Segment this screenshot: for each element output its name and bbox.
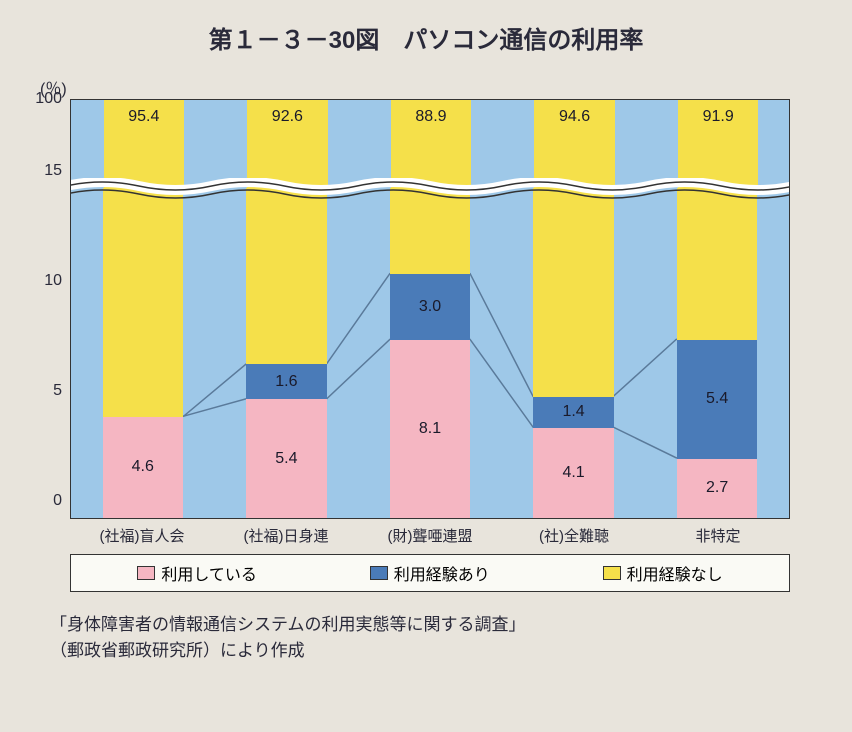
bar-slot: 2.75.4 [667, 188, 768, 518]
y-tick: 15 [44, 162, 62, 180]
bar-slot: 5.41.6 [236, 188, 337, 518]
x-axis-labels: (社福)盲人会 (社福)日身連 (財)聾唖連盟 (社)全難聴非特定 [70, 525, 790, 546]
segment-noexp-upper: 88.9 [391, 100, 471, 190]
segment-noexp-lower [103, 188, 183, 417]
upper-region: 95.4 92.6 88.9 94.6 91.9 [71, 100, 789, 190]
segment-using: 8.1 [390, 340, 470, 518]
chart-title: 第１－３－30図 パソコン通信の利用率 [30, 20, 822, 55]
segment-experienced: 1.6 [246, 364, 326, 399]
bar: 4.11.4 [533, 188, 613, 518]
y-axis: 051015100 [30, 99, 70, 519]
bar-slot: 8.13.0 [380, 188, 481, 518]
segment-noexp-lower [390, 188, 470, 274]
segment-noexp-upper: 95.4 [104, 100, 184, 190]
x-label: (社福)日身連 [221, 525, 351, 546]
x-label: (財)聾唖連盟 [365, 525, 495, 546]
source-line-2: （郵政省郵政研究所）により作成 [50, 638, 822, 664]
segment-using: 5.4 [246, 399, 326, 518]
bar-slot: 4.6 [93, 188, 194, 518]
bar-slot: 4.11.4 [523, 188, 624, 518]
segment-noexp-upper: 94.6 [534, 100, 614, 190]
legend-item-yellow: 利用経験なし [603, 561, 723, 585]
y-tick: 5 [53, 382, 62, 400]
x-label: (社福)盲人会 [77, 525, 207, 546]
bar: 8.13.0 [390, 188, 470, 518]
x-label: (社)全難聴 [509, 525, 639, 546]
segment-noexp-upper: 91.9 [678, 100, 758, 190]
bar: 2.75.4 [677, 188, 757, 518]
segment-noexp-lower [677, 188, 757, 340]
legend-swatch-pink [137, 566, 155, 580]
legend-label-blue: 利用経験あり [394, 561, 490, 585]
segment-experienced: 5.4 [677, 340, 757, 459]
legend-label-pink: 利用している [161, 561, 257, 585]
segment-noexp-upper: 92.6 [247, 100, 327, 190]
source-line-1: 「身体障害者の情報通信システムの利用実態等に関する調査」 [50, 612, 822, 638]
y-tick: 0 [53, 492, 62, 510]
segment-experienced: 1.4 [533, 397, 613, 428]
segment-using: 4.1 [533, 428, 613, 518]
lower-region: 4.65.41.68.13.04.11.42.75.4 [71, 188, 789, 518]
segment-using: 4.6 [103, 417, 183, 518]
source-note: 「身体障害者の情報通信システムの利用実態等に関する調査」 （郵政省郵政研究所）に… [50, 612, 822, 663]
legend-item-blue: 利用経験あり [370, 561, 490, 585]
segment-using: 2.7 [677, 459, 757, 518]
chart-area: 051015100 95.492.688.994.691.9 4.65.41.6… [70, 99, 822, 592]
segment-noexp-lower [246, 188, 326, 364]
legend-label-yellow: 利用経験なし [627, 561, 723, 585]
segment-experienced: 3.0 [390, 274, 470, 340]
plot-area: 95.492.688.994.691.9 4.65.41.68.13.04.11… [70, 99, 790, 519]
x-label: 非特定 [653, 525, 783, 546]
bar: 5.41.6 [246, 188, 326, 518]
legend-swatch-yellow [603, 566, 621, 580]
segment-noexp-lower [533, 188, 613, 397]
bars-row: 4.65.41.68.13.04.11.42.75.4 [71, 188, 789, 518]
legend: 利用している 利用経験あり 利用経験なし [70, 554, 790, 592]
legend-swatch-blue [370, 566, 388, 580]
y-tick: 10 [44, 272, 62, 290]
legend-item-pink: 利用している [137, 561, 257, 585]
y-unit-label: (％) [40, 75, 822, 99]
y-tick: 100 [35, 90, 62, 108]
bar: 4.6 [103, 188, 183, 518]
